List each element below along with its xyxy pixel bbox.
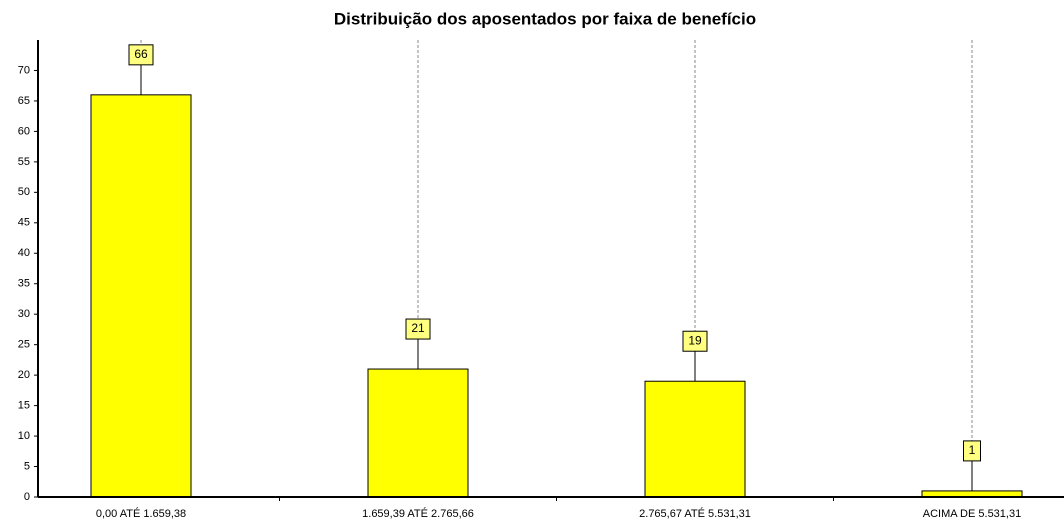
y-tick-label: 50: [18, 186, 30, 198]
value-label-box: [963, 440, 981, 462]
y-tick-label: 55: [18, 156, 30, 168]
y-tick-label: 45: [18, 217, 30, 229]
y-tick-label: 65: [18, 95, 30, 107]
y-tick-label: 0: [24, 491, 30, 503]
y-tick-label: 20: [18, 369, 30, 381]
value-label-box: [405, 318, 431, 340]
x-tick-label: 0,00 ATÉ 1.659,38: [96, 507, 186, 520]
y-tick-label: 10: [18, 430, 30, 442]
chart-title: Distribuição dos aposentados por faixa d…: [334, 9, 756, 28]
y-tick-label: 15: [18, 400, 30, 412]
y-tick-label: 40: [18, 247, 30, 259]
x-tick-label: 1.659,39 ATÉ 2.765,66: [362, 507, 474, 520]
value-label-box: [682, 330, 708, 352]
x-tick-label: ACIMA DE 5.531,31: [923, 508, 1021, 520]
y-tick-label: 30: [18, 308, 30, 320]
value-label: 21: [411, 321, 425, 335]
y-tick-label: 35: [18, 278, 30, 290]
x-tick-label: 2.765,67 ATÉ 5.531,31: [639, 507, 751, 520]
bar: [367, 368, 469, 498]
bar: [90, 94, 192, 498]
value-label: 19: [688, 333, 702, 347]
y-tick-label: 25: [18, 339, 30, 351]
y-tick-label: 60: [18, 125, 30, 137]
value-label: 66: [134, 47, 148, 61]
value-label: 1: [969, 443, 976, 457]
bar: [644, 380, 746, 498]
y-tick-label: 70: [18, 64, 30, 76]
value-label-box: [128, 44, 154, 66]
y-tick-label: 5: [24, 460, 30, 472]
